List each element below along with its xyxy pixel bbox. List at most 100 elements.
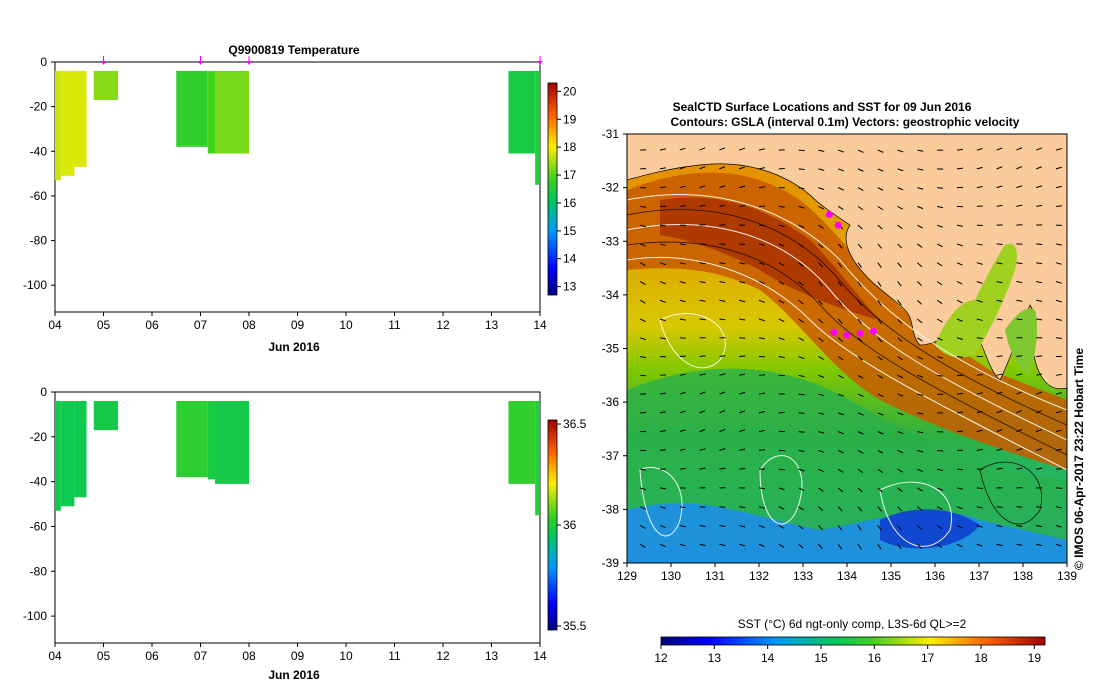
velocity-arrow — [857, 374, 864, 379]
velocity-arrow — [1016, 204, 1023, 207]
velocity-arrow — [1036, 280, 1043, 284]
x-tick-label: 07 — [194, 649, 208, 663]
velocity-arrow — [1016, 318, 1023, 321]
velocity-arrow — [699, 299, 706, 302]
velocity-arrow — [917, 412, 924, 415]
map-y-tick-label: -34 — [602, 288, 620, 302]
velocity-arrow — [897, 149, 904, 153]
colorbar-tick-label: 20 — [563, 84, 577, 98]
velocity-arrow — [837, 449, 844, 454]
velocity-arrow — [739, 506, 746, 509]
velocity-arrow — [857, 224, 863, 230]
velocity-arrow — [996, 355, 1003, 358]
velocity-arrow — [798, 506, 804, 511]
velocity-arrow — [758, 543, 765, 547]
velocity-arrow — [739, 147, 746, 151]
velocity-arrow — [917, 224, 923, 229]
velocity-arrow — [639, 281, 646, 286]
velocity-arrow — [679, 468, 686, 470]
velocity-arrow — [897, 449, 904, 454]
velocity-arrow — [897, 506, 903, 512]
velocity-arrow — [719, 262, 726, 265]
map-colorbar-tick-label: 18 — [974, 651, 988, 665]
velocity-arrow — [996, 185, 1003, 189]
velocity-arrow — [659, 186, 667, 189]
velocity-arrow — [818, 374, 825, 378]
velocity-arrow — [897, 543, 902, 550]
velocity-arrow — [739, 166, 746, 170]
velocity-arrow — [877, 149, 884, 153]
velocity-arrow — [837, 525, 843, 531]
velocity-arrow — [897, 487, 903, 493]
velocity-arrow — [1016, 166, 1023, 170]
velocity-arrow — [1055, 299, 1062, 303]
velocity-arrow — [1036, 410, 1042, 414]
velocity-arrow — [996, 373, 1003, 376]
velocity-arrow — [758, 411, 765, 414]
profile-cast — [508, 400, 536, 484]
seal-location — [869, 327, 877, 335]
spencer-gulf — [935, 243, 1017, 358]
velocity-arrow — [838, 168, 844, 172]
velocity-arrow — [659, 430, 666, 433]
map-colorbar — [660, 636, 1046, 646]
velocity-arrow — [837, 205, 844, 210]
x-tick-label: 08 — [242, 649, 256, 663]
velocity-arrow — [996, 448, 1003, 451]
velocity-arrow — [778, 356, 785, 359]
velocity-arrow — [640, 224, 647, 228]
velocity-arrow — [699, 506, 706, 508]
velocity-arrow — [937, 468, 944, 472]
velocity-arrow — [956, 543, 963, 548]
velocity-arrow — [877, 356, 883, 361]
velocity-arrow — [798, 281, 804, 286]
velocity-arrow — [956, 430, 964, 433]
velocity-arrow — [837, 468, 844, 473]
velocity-arrow — [818, 243, 824, 249]
map-y-tick-label: -39 — [602, 556, 620, 570]
x-tick-label: 10 — [339, 649, 353, 663]
map-x-tick-label: 133 — [793, 569, 813, 583]
colorbar-tick-label: 14 — [563, 252, 577, 266]
velocity-arrow — [1055, 262, 1062, 265]
velocity-arrow — [936, 337, 943, 341]
velocity-arrow — [857, 449, 864, 454]
map-x-tick-label: 135 — [881, 569, 901, 583]
velocity-arrow — [996, 166, 1003, 170]
velocity-arrow — [818, 393, 825, 397]
y-tick-label: -40 — [30, 144, 48, 158]
velocity-arrow — [1036, 467, 1043, 470]
velocity-arrow — [976, 487, 983, 489]
velocity-arrow — [659, 543, 666, 548]
velocity-arrow — [679, 429, 686, 433]
velocity-arrow — [758, 429, 765, 433]
velocity-arrow — [719, 524, 726, 527]
velocity-arrow — [917, 262, 923, 268]
velocity-arrow — [838, 431, 844, 435]
velocity-arrow — [897, 281, 902, 287]
velocity-arrow — [679, 524, 686, 528]
velocity-arrow — [1055, 392, 1062, 395]
velocity-arrow — [897, 337, 903, 343]
velocity-arrow — [956, 468, 964, 471]
velocity-arrow — [739, 299, 746, 303]
velocity-arrow — [976, 243, 983, 246]
velocity-arrow — [996, 243, 1003, 245]
velocity-arrow — [1036, 429, 1043, 433]
velocity-arrow — [798, 487, 805, 491]
velocity-arrow — [659, 281, 666, 285]
y-tick-label: -20 — [30, 430, 48, 444]
velocity-arrow — [719, 428, 726, 433]
profile-marker-head — [101, 61, 106, 65]
velocity-arrow — [956, 243, 963, 247]
velocity-arrow — [857, 149, 864, 153]
x-tick-label: 06 — [145, 318, 159, 332]
x-tick-label: 11 — [388, 318, 401, 332]
profile-cast — [93, 70, 119, 100]
y-tick-label: -60 — [30, 519, 48, 533]
velocity-arrow — [877, 243, 883, 249]
velocity-arrow — [936, 243, 943, 248]
map-y-tick-label: -37 — [602, 449, 620, 463]
temperature-plot-frame — [54, 61, 541, 313]
velocity-arrow — [956, 262, 963, 266]
